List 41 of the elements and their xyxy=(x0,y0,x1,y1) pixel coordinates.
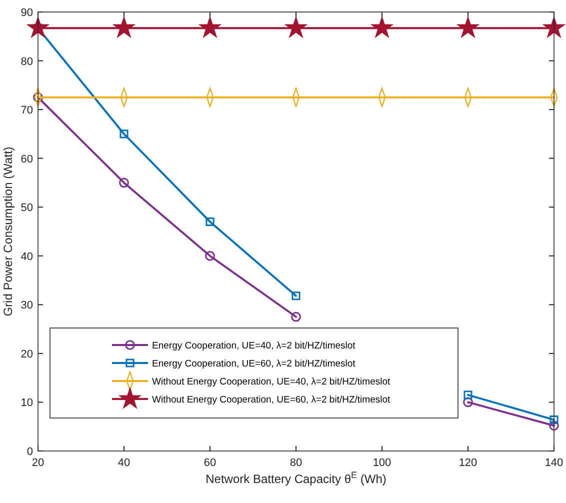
x-tick-label: 60 xyxy=(204,457,216,469)
legend-label: Without Energy Cooperation, UE=60, λ=2 bit/HZ/timeslot xyxy=(152,394,390,406)
legend-label: Energy Cooperation, UE=40, λ=2 bit/HZ/timeslot xyxy=(152,340,356,352)
point xyxy=(549,420,559,431)
y-tick-label: 60 xyxy=(20,153,33,166)
x-tick-label: 100 xyxy=(372,457,392,469)
point xyxy=(205,250,215,261)
y-tick-label: 50 xyxy=(20,202,33,214)
legend-label: Energy Cooperation, UE=60, λ=2 bit/HZ/timeslot xyxy=(152,358,356,370)
y-axis-title: Grid Power Consumption (Watt) xyxy=(1,146,15,316)
y-tick-label: 90 xyxy=(20,7,33,19)
point xyxy=(33,92,43,102)
point xyxy=(463,397,473,408)
point xyxy=(120,130,128,138)
y-tick-label: 20 xyxy=(20,348,33,360)
point xyxy=(292,292,300,300)
point xyxy=(372,17,392,37)
point xyxy=(206,217,214,226)
y-tick-label: 40 xyxy=(20,250,33,263)
y-tick-label: 70 xyxy=(20,104,33,117)
x-axis-title: Network Battery Capacity θ$^{E}$ (Wh) xyxy=(206,470,386,486)
x-tick-label: 120 xyxy=(458,457,478,469)
point xyxy=(114,17,134,37)
x-tick-label: 80 xyxy=(290,457,302,469)
x-tick-label: 20 xyxy=(32,457,44,469)
point xyxy=(286,17,306,37)
point xyxy=(458,17,478,37)
point xyxy=(119,178,129,188)
y-tick-label: 30 xyxy=(20,300,33,312)
y-tick-label: 80 xyxy=(20,56,33,68)
x-tick-label: 140 xyxy=(544,457,564,469)
point xyxy=(291,312,301,322)
point xyxy=(28,17,48,37)
y-tick-label: 0 xyxy=(26,446,33,458)
x-tick-label: 40 xyxy=(118,457,130,469)
legend-label: Without Energy Cooperation, UE=40, λ=2 bit/HZ/timeslot xyxy=(152,376,390,388)
point xyxy=(550,415,558,424)
y-tick-label: 10 xyxy=(20,397,33,410)
point xyxy=(464,390,472,400)
point xyxy=(544,17,564,37)
point xyxy=(200,17,220,37)
